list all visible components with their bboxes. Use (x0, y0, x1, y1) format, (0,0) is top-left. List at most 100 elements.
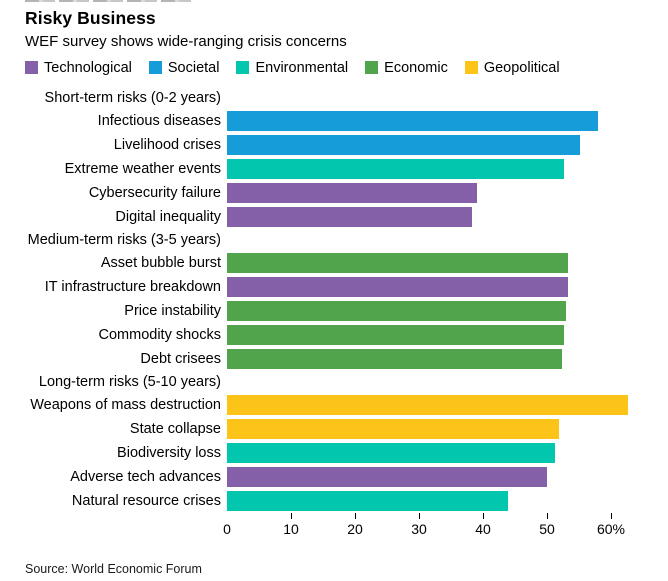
bar-label: State collapse (129, 420, 221, 437)
bar-row: Natural resource crises (25, 489, 643, 513)
bar-label: IT infrastructure breakdown (44, 278, 221, 295)
bar-track (227, 109, 643, 133)
bar-track (227, 157, 643, 181)
x-axis-tick (547, 512, 548, 519)
x-axis-tick-label: 0 (223, 520, 231, 537)
bar-label: Extreme weather events (64, 160, 221, 177)
section-header: Long-term risks (5-10 years) (38, 373, 221, 390)
bar-track (227, 465, 643, 489)
bar (227, 442, 555, 463)
source-note: Source: World Economic Forum (25, 561, 202, 576)
bar-label: Livelihood crises (113, 136, 221, 153)
legend-label: Technological (44, 59, 132, 76)
bar-row: Cybersecurity failure (25, 181, 643, 205)
x-axis: 0 10 20 30 40 50 60% (223, 512, 643, 549)
bar-row: Adverse tech advances (25, 465, 643, 489)
legend-item-economic: Economic (365, 60, 448, 76)
bar (227, 466, 547, 487)
bar-track (227, 347, 643, 371)
bar-chart: Short-term risks (0-2 years) Infectious d… (25, 87, 643, 513)
cropped-text-artifact (25, 0, 195, 2)
bar-row: Infectious diseases (25, 109, 643, 133)
bar-label: Price instability (124, 302, 221, 319)
bar (227, 252, 569, 273)
legend-swatch-icon (365, 61, 379, 75)
chart-subtitle: WEF survey shows wide-ranging crisis con… (25, 33, 347, 50)
legend-item-societal: Societal (148, 59, 220, 76)
bar (227, 182, 477, 203)
bar-label: Natural resource crises (71, 492, 221, 509)
bar-row: Biodiversity loss (25, 441, 643, 465)
bar-row: Livelihood crises (25, 133, 643, 157)
bar-track (227, 133, 643, 157)
x-axis-tick (419, 512, 420, 519)
bar-track (227, 417, 643, 441)
bar-row: Commodity shocks (25, 323, 643, 347)
bar-track (227, 205, 643, 229)
bar (227, 418, 559, 439)
bar-label: Digital inequality (115, 208, 221, 225)
bar-track (227, 323, 643, 347)
bar-label: Commodity shocks (98, 326, 221, 343)
bar-label: Infectious diseases (97, 112, 221, 129)
bar-row: IT infrastructure breakdown (25, 275, 643, 299)
chart-legend: Technological Societal Environmental Econom… (25, 59, 643, 77)
bar-row: State collapse (25, 417, 643, 441)
x-axis-tick-label: 40 (475, 520, 491, 537)
bar-label: Biodiversity loss (117, 444, 221, 461)
bar-label: Cybersecurity failure (88, 184, 221, 201)
section-header-row: Long-term risks (5-10 years) (25, 371, 643, 393)
bar-row: Extreme weather events (25, 157, 643, 181)
x-axis-tick-label: 30 (411, 520, 427, 537)
bar-label: Weapons of mass destruction (30, 396, 221, 413)
legend-swatch-icon (236, 61, 250, 75)
legend-label: Geopolitical (483, 59, 560, 76)
bar-label: Debt crisees (140, 350, 221, 367)
section-header-row: Medium-term risks (3-5 years) (25, 229, 643, 251)
bar-track (227, 299, 643, 323)
page-title: Risky Business (25, 8, 156, 28)
bar (227, 158, 565, 179)
legend-item-geopolitical: Geopolitical (464, 59, 560, 76)
bar-track (227, 441, 643, 465)
x-axis-tick-label: 10 (283, 520, 299, 537)
legend-swatch-icon (464, 61, 478, 75)
x-axis-tick-label: 20 (347, 520, 363, 537)
section-header: Short-term risks (0-2 years) (44, 89, 221, 106)
bar-track (227, 251, 643, 275)
bar-track (227, 275, 643, 299)
bar-track (227, 181, 643, 205)
bar (227, 110, 599, 131)
bar-row: Weapons of mass destruction (25, 393, 643, 417)
legend-label: Environmental (255, 59, 349, 76)
bar (227, 300, 566, 321)
bar (227, 394, 629, 415)
legend-swatch-icon (25, 61, 38, 75)
legend-swatch-icon (148, 61, 162, 75)
bar-row: Asset bubble burst (25, 251, 643, 275)
x-axis-tick (355, 512, 356, 519)
legend-label: Societal (167, 59, 220, 76)
bar (227, 276, 569, 297)
bar-label: Asset bubble burst (100, 254, 221, 271)
x-axis-tick (291, 512, 292, 519)
legend-item-technological: Technological (25, 60, 132, 76)
x-axis-tick (483, 512, 484, 519)
bar-row: Price instability (25, 299, 643, 323)
x-axis-tick (611, 512, 612, 519)
bar-row: Digital inequality (25, 205, 643, 229)
bar-track (227, 489, 643, 513)
legend-item-environmental: Environmental (236, 60, 348, 76)
bar (227, 490, 508, 511)
bar (227, 206, 473, 227)
x-axis-tick-label: 50 (539, 520, 555, 537)
bar (227, 134, 580, 155)
bar-label: Adverse tech advances (70, 468, 221, 485)
section-header-row: Short-term risks (0-2 years) (25, 87, 643, 109)
x-axis-tick-label: 60% (596, 520, 626, 537)
bar (227, 348, 562, 369)
bar-row: Debt crisees (25, 347, 643, 371)
section-header: Medium-term risks (3-5 years) (27, 231, 221, 248)
bar (227, 324, 565, 345)
